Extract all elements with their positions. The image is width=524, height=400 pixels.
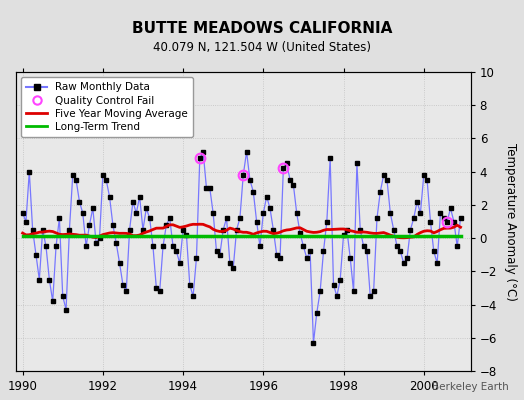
Text: 40.079 N, 121.504 W (United States): 40.079 N, 121.504 W (United States) — [153, 41, 371, 54]
Text: BUTTE MEADOWS CALIFORNIA: BUTTE MEADOWS CALIFORNIA — [132, 21, 392, 36]
Y-axis label: Temperature Anomaly (°C): Temperature Anomaly (°C) — [504, 142, 517, 300]
Legend: Raw Monthly Data, Quality Control Fail, Five Year Moving Average, Long-Term Tren: Raw Monthly Data, Quality Control Fail, … — [21, 77, 193, 137]
Text: Berkeley Earth: Berkeley Earth — [432, 382, 508, 392]
